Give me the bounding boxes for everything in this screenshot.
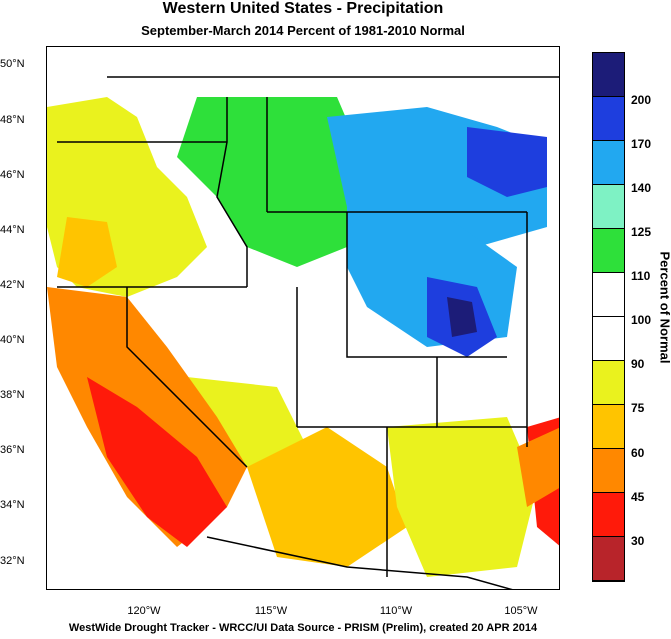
legend-tick: 200	[631, 93, 652, 107]
map-subtitle: September-March 2014 Percent of 1981-201…	[141, 23, 465, 38]
legend-tick: 110	[631, 269, 651, 283]
legend-swatch	[593, 361, 624, 405]
region-nm-yellow	[387, 417, 537, 577]
border-id-west	[216, 97, 248, 287]
legend-swatch	[593, 405, 624, 449]
legend-tick: 45	[631, 490, 645, 504]
region-arizona-orange	[247, 427, 407, 567]
region-south-orange	[517, 427, 559, 507]
lon-label: 115°W	[254, 605, 288, 617]
lat-label: 36°N	[0, 444, 25, 456]
legend-tick: 30	[631, 534, 645, 548]
legend-tick: 140	[631, 181, 652, 195]
lon-label: 105°W	[504, 605, 538, 617]
border-wy-co	[346, 212, 507, 358]
map-canvas	[47, 76, 559, 589]
lat-label: 48°N	[0, 114, 25, 126]
region-nevada-yellow	[187, 377, 307, 467]
legend-tick: 100	[631, 313, 652, 327]
state-borders	[57, 76, 559, 589]
legend-title: Percent of Normal	[657, 251, 671, 364]
legend-swatch	[593, 97, 624, 141]
lon-label: 120°W	[127, 605, 161, 617]
border-ca-nv	[126, 287, 248, 468]
lat-label: 38°N	[0, 389, 25, 401]
region-idaho-green	[177, 97, 367, 267]
legend-swatch	[593, 141, 624, 185]
legend-swatch	[593, 53, 624, 97]
lat-label: 42°N	[0, 279, 25, 291]
legend-swatch	[593, 537, 624, 581]
legend-swatch	[593, 229, 624, 273]
lat-label: 44°N	[0, 224, 25, 236]
border-co-nm	[436, 357, 527, 428]
legend-swatch	[593, 493, 624, 537]
lat-label: 50°N	[0, 58, 25, 70]
lon-label: 110°W	[379, 605, 413, 617]
legend-swatch	[593, 449, 624, 493]
lat-label: 32°N	[0, 555, 25, 567]
border-mex	[206, 536, 513, 589]
lat-label: 46°N	[0, 169, 25, 181]
legend-tick: 75	[631, 401, 645, 415]
map-title: Western United States - Precipitation	[162, 0, 444, 17]
region-montana-dark	[467, 127, 547, 197]
legend-tick: 170	[631, 137, 652, 151]
legend-swatch	[593, 273, 624, 317]
region-california-red	[87, 377, 227, 547]
footer-credit: WestWide Drought Tracker - WRCC/UI Data …	[68, 622, 538, 634]
lat-label: 40°N	[0, 334, 25, 346]
lat-label: 34°N	[0, 499, 25, 511]
precipitation-map	[46, 46, 560, 590]
region-colorado-navy	[447, 297, 477, 337]
precip-regions	[47, 97, 559, 577]
region-nevada-white	[127, 277, 337, 427]
color-legend	[592, 52, 625, 582]
legend-tick: 60	[631, 446, 645, 460]
region-oregon-orange	[57, 217, 117, 287]
legend-tick: 90	[631, 357, 645, 371]
legend-swatch	[593, 185, 624, 229]
legend-swatch	[593, 317, 624, 361]
legend-tick: 125	[631, 225, 652, 239]
